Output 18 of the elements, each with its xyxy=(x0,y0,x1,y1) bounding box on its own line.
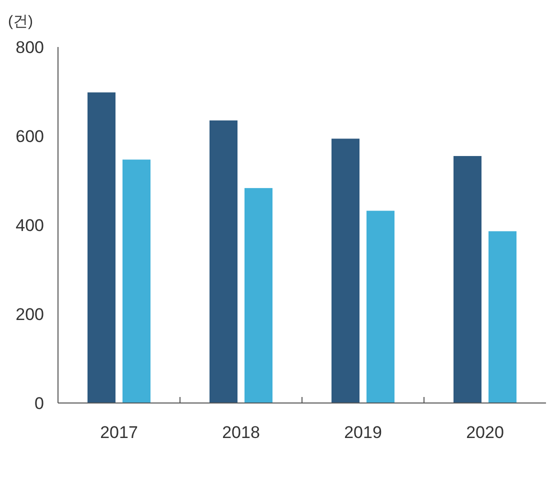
bar xyxy=(244,188,272,403)
y-tick-label: 400 xyxy=(16,216,44,235)
x-tick-label: 2019 xyxy=(344,423,382,442)
bar xyxy=(332,138,360,403)
bar xyxy=(122,160,150,403)
bar xyxy=(88,92,116,403)
bar xyxy=(454,156,482,403)
x-tick-label: 2020 xyxy=(466,423,504,442)
y-tick-label: 800 xyxy=(16,38,44,57)
y-axis-title: (건) xyxy=(8,13,33,30)
bar xyxy=(210,120,238,403)
y-tick-label: 0 xyxy=(34,394,44,413)
x-tick-label: 2017 xyxy=(100,423,138,442)
bar xyxy=(488,231,516,403)
y-tick-label: 200 xyxy=(16,305,44,324)
y-tick-label: 600 xyxy=(16,127,44,146)
x-tick-label: 2018 xyxy=(222,423,260,442)
bar xyxy=(366,210,394,403)
